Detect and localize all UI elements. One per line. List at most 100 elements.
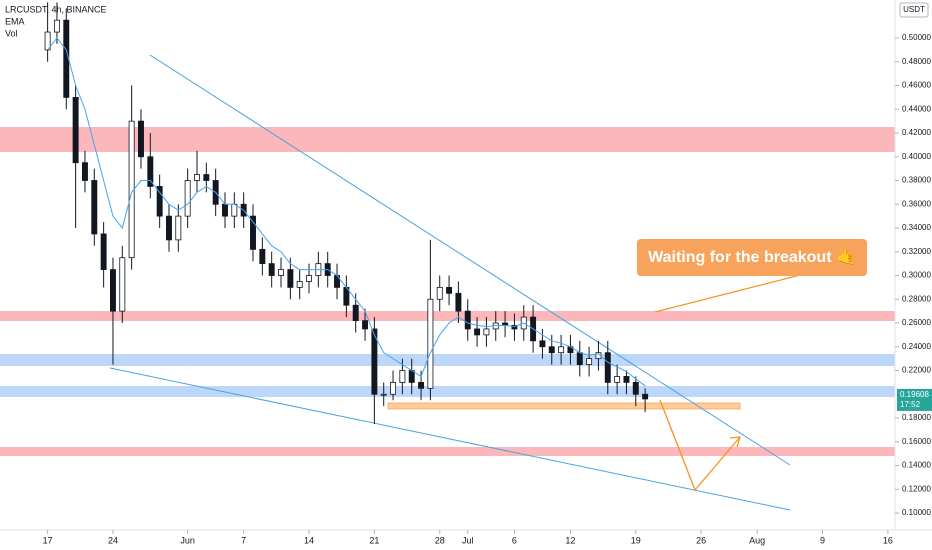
callout-text: Waiting for the breakout 🤙 <box>648 248 856 266</box>
candle-body <box>371 328 378 395</box>
x-tick-label: 6 <box>512 535 517 545</box>
y-tick-label: 0.22000 <box>902 366 931 375</box>
candle-body <box>138 120 144 158</box>
candle-body <box>586 358 593 365</box>
y-tick-label: 0.10000 <box>902 508 931 517</box>
candle-body <box>623 376 630 383</box>
candle-body <box>399 370 406 383</box>
y-tick-label: 0.40000 <box>902 152 931 161</box>
candle-body <box>455 292 462 312</box>
x-tick-label: 9 <box>820 535 825 545</box>
symbol-title: LRCUSDT, 4h, BINANCE <box>5 4 107 14</box>
y-tick-label: 0.18000 <box>902 413 931 422</box>
x-tick-label: Aug <box>749 535 765 545</box>
y-tick-label: 0.50000 <box>902 33 931 42</box>
candle-body <box>446 286 453 294</box>
x-tick-label: 14 <box>304 535 314 545</box>
y-tick-label: 0.24000 <box>902 342 931 351</box>
candle-body <box>474 328 481 336</box>
trend-line <box>149 54 791 466</box>
candle-body <box>287 269 294 288</box>
candle-body <box>483 328 490 336</box>
x-tick-label: 7 <box>241 535 246 545</box>
candle-body <box>632 381 639 395</box>
candle-body <box>100 233 107 270</box>
x-tick-label: 26 <box>696 535 706 545</box>
candle-body <box>147 156 154 187</box>
countdown-label: 17:52 <box>900 400 921 409</box>
candle-body <box>166 215 172 241</box>
x-tick-label: Jun <box>180 535 195 545</box>
candle-body <box>539 340 546 348</box>
candle-body <box>436 286 443 300</box>
candle-body <box>156 186 163 217</box>
candle-body <box>380 393 387 396</box>
support-zone <box>0 386 895 397</box>
y-tick-label: 0.44000 <box>902 104 931 113</box>
candle-body <box>119 257 126 312</box>
candle-body <box>511 324 518 330</box>
callout-line <box>654 271 813 313</box>
resistance-zone <box>0 311 895 321</box>
candle-body <box>296 281 303 288</box>
candle-body <box>390 381 397 395</box>
y-tick-label: 0.12000 <box>902 484 931 493</box>
candle-body <box>175 215 182 241</box>
currency-box[interactable] <box>899 2 929 18</box>
y-tick-label: 0.32000 <box>902 247 931 256</box>
axes: 0.10000 0.12000 0.14000 0.16000 0.18000 0.220… <box>43 33 932 545</box>
resistance-zone <box>0 127 895 152</box>
y-tick-label: 0.48000 <box>902 57 931 66</box>
support-zone <box>0 354 895 366</box>
candle-body <box>231 203 238 217</box>
candle-body <box>558 346 565 354</box>
y-tick-label: 0.38000 <box>902 176 931 185</box>
candle-body <box>418 381 425 389</box>
y-tick-label: 0.28000 <box>902 294 931 303</box>
ema-line <box>47 37 646 387</box>
y-tick-label: 0.16000 <box>902 437 931 446</box>
candle-body <box>352 304 359 322</box>
indicator-label: Vol <box>5 28 18 38</box>
candle-body <box>268 263 275 276</box>
candle-body <box>194 174 200 181</box>
y-tick-label: 0.30000 <box>902 271 931 280</box>
currency-label: USDT <box>903 5 925 14</box>
candle-body <box>548 346 555 354</box>
y-tick-label: 0.36000 <box>902 199 931 208</box>
demand-zone <box>387 402 741 410</box>
indicator-label: EMA <box>5 16 25 26</box>
candle-body <box>278 269 284 276</box>
trend-line <box>109 367 791 511</box>
candle-body <box>63 19 70 98</box>
candle-body <box>427 298 434 389</box>
x-tick-label: 16 <box>883 535 893 545</box>
support-zone <box>0 447 895 456</box>
candle-body <box>408 370 415 383</box>
y-tick-label: 0.34000 <box>902 223 931 232</box>
candle-body <box>604 352 611 383</box>
candle-body <box>109 269 116 312</box>
candle-body <box>614 376 621 383</box>
x-tick-label: 19 <box>631 535 641 545</box>
x-tick-label: 24 <box>108 535 118 545</box>
candle-body <box>184 180 191 217</box>
candle-body <box>203 174 210 181</box>
candle-body <box>642 393 649 400</box>
candle-body <box>81 162 88 181</box>
x-tick-label: Jul <box>462 535 474 545</box>
projection-arrow <box>659 399 741 492</box>
x-tick-label: 17 <box>43 535 53 545</box>
x-tick-label: 21 <box>369 535 379 545</box>
x-tick-label: 28 <box>435 535 445 545</box>
candle-body <box>250 215 256 250</box>
x-tick-label: 12 <box>565 535 575 545</box>
candle-body <box>91 180 98 235</box>
plot <box>44 2 649 424</box>
candle-body <box>222 203 228 217</box>
price-tag-label: 0.19608 <box>900 390 929 399</box>
arrow-head <box>729 436 741 448</box>
y-tick-label: 0.42000 <box>902 128 931 137</box>
price-tag <box>897 388 932 411</box>
